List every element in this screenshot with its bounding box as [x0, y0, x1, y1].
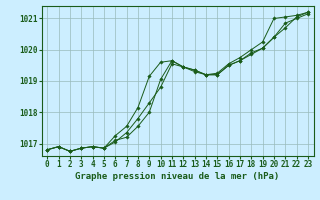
X-axis label: Graphe pression niveau de la mer (hPa): Graphe pression niveau de la mer (hPa)	[76, 172, 280, 181]
